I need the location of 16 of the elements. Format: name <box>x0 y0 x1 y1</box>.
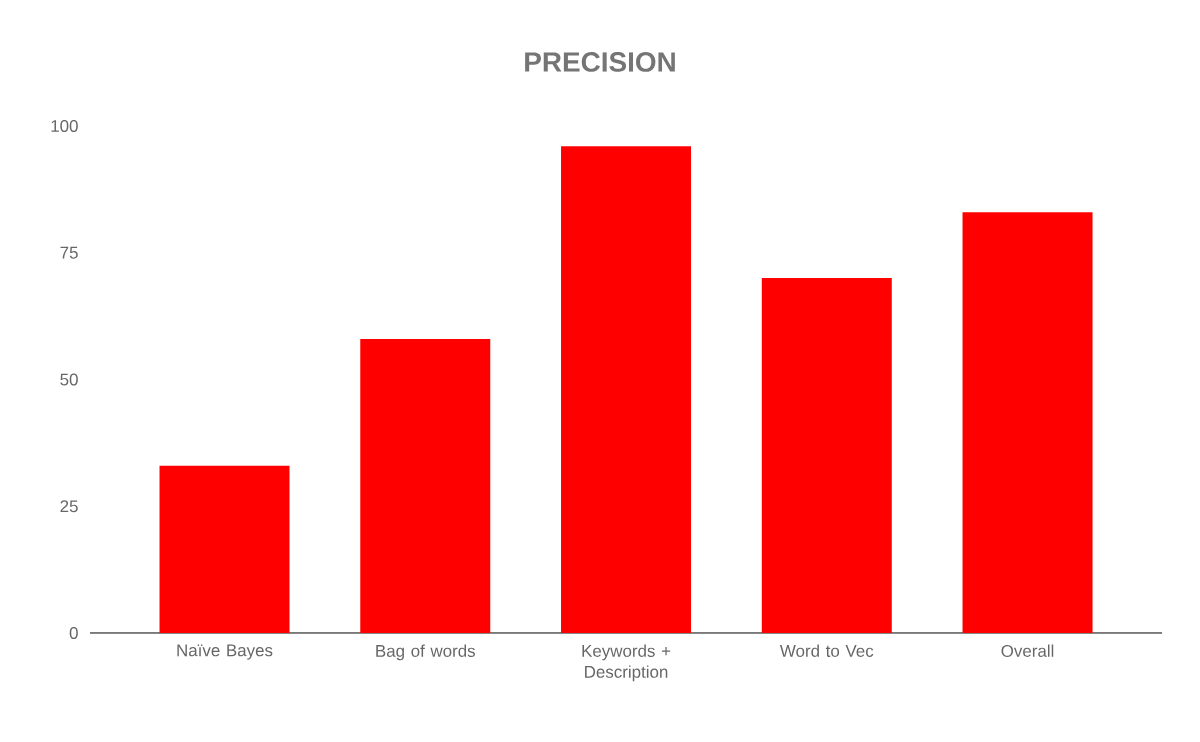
x-tick-label: Naïve Bayes <box>177 644 273 660</box>
x-tick-label: Keywords + Description <box>582 644 671 682</box>
y-tick-label: 0 <box>69 626 78 639</box>
bar <box>962 212 1093 633</box>
y-tick-label: 75 <box>60 246 78 259</box>
bar <box>360 338 491 633</box>
y-tick-label: 25 <box>60 500 78 513</box>
bar <box>159 465 290 633</box>
x-tick-label: Bag of words <box>376 644 475 661</box>
x-tick-label: Word to Vec <box>779 644 874 657</box>
x-tick-label: Overall <box>1001 644 1054 657</box>
y-tick-label: 100 <box>51 119 78 132</box>
bar <box>561 146 692 633</box>
bar <box>761 278 892 633</box>
chart-title: PRECISION <box>525 52 675 72</box>
y-tick-label: 50 <box>60 373 78 386</box>
